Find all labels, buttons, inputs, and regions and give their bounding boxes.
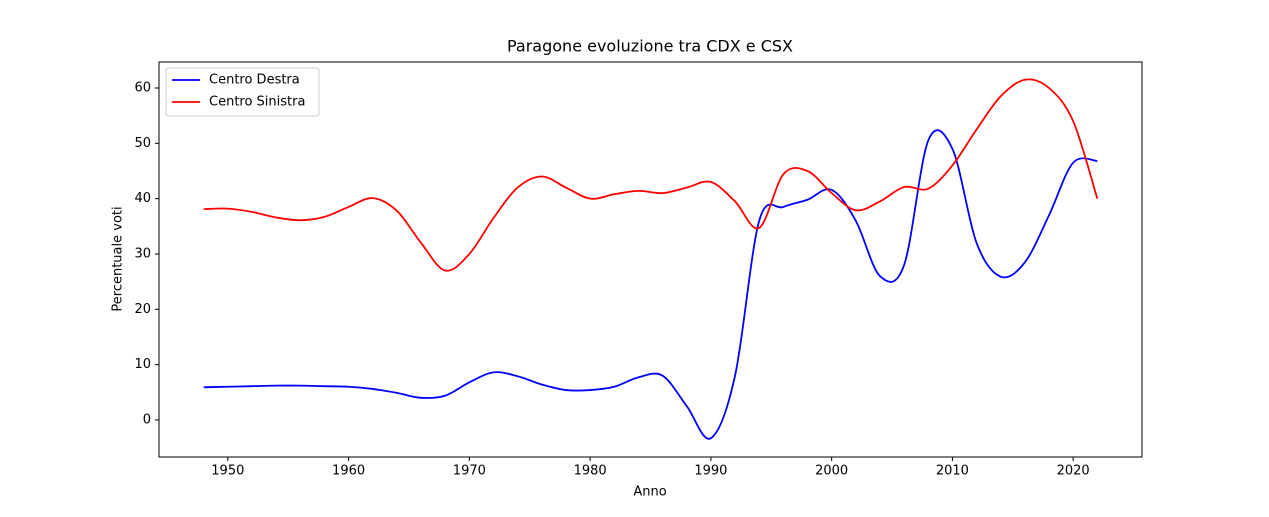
y-tick-label: 10 xyxy=(134,357,151,372)
y-tick-label: 0 xyxy=(143,412,151,427)
y-tick-label: 60 xyxy=(134,81,151,96)
x-axis-label: Anno xyxy=(633,485,666,500)
x-tick-label: 1970 xyxy=(453,464,486,479)
chart-title: Paragone evoluzione tra CDX e CSX xyxy=(507,37,793,56)
x-tick-label: 2000 xyxy=(815,464,848,479)
legend: Centro Destra Centro Sinistra xyxy=(165,67,320,117)
x-tick-label: 1950 xyxy=(211,464,244,479)
x-tick-label: 1990 xyxy=(694,464,727,479)
plot-frame xyxy=(158,61,1143,458)
legend-label: Centro Sinistra xyxy=(209,95,305,110)
y-tick-label: 50 xyxy=(134,136,151,151)
y-tick-label: 30 xyxy=(134,246,151,261)
y-axis-label: Percentuale voti xyxy=(111,206,126,311)
x-tick-label: 2020 xyxy=(1057,464,1090,479)
x-tick-label: 1960 xyxy=(332,464,365,479)
legend-box xyxy=(165,67,320,117)
x-tick-label: 1980 xyxy=(574,464,607,479)
x-tick-label: 2010 xyxy=(936,464,969,479)
y-tick-label: 20 xyxy=(134,302,151,317)
series-line xyxy=(203,129,1098,440)
legend-label: Centro Destra xyxy=(209,73,300,88)
series-line xyxy=(203,78,1099,272)
y-tick-label: 40 xyxy=(134,191,151,206)
